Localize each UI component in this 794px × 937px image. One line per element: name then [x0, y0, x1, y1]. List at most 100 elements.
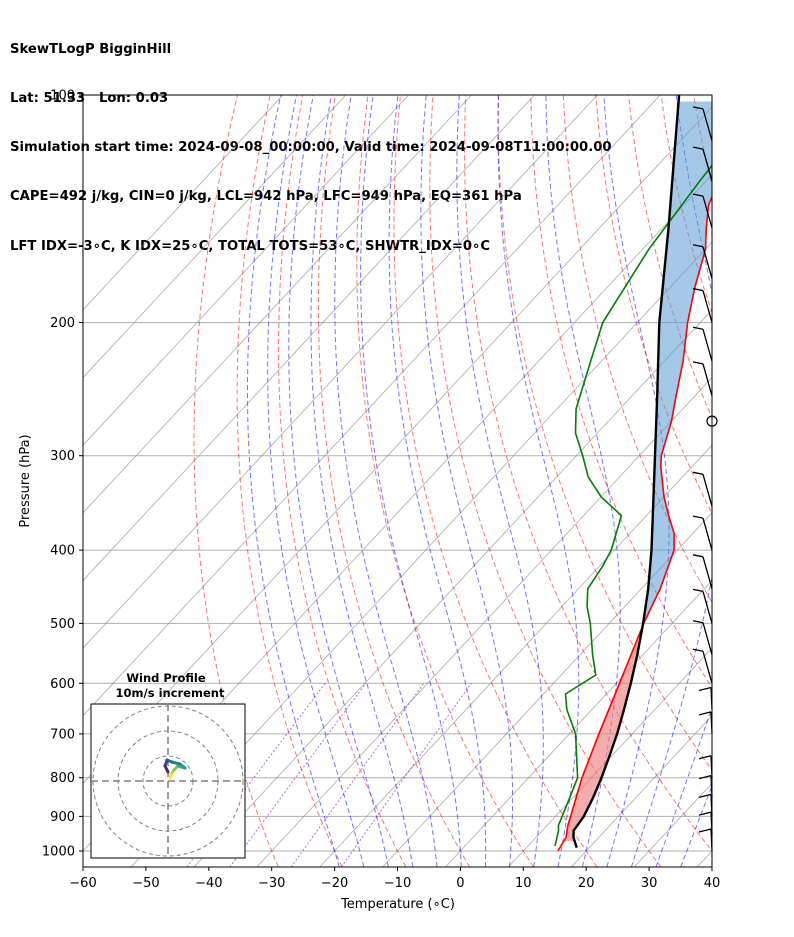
- y-axis-ticks: 1000 900 800 700 600 500 400 300 200 100: [42, 89, 83, 859]
- y-tick-label: 700: [50, 727, 75, 742]
- dry-adiabat: [193, 95, 279, 867]
- parcel-area: [563, 627, 643, 841]
- barb-flag: [692, 471, 704, 475]
- y-tick-label: 200: [50, 316, 75, 331]
- barb-flag: [698, 811, 712, 816]
- background-lines: [83, 95, 794, 867]
- y-tick-label: 400: [50, 544, 75, 559]
- moist-adiabat: [456, 95, 544, 867]
- barb-flag: [692, 287, 704, 292]
- header-times: Simulation start time: 2024-09-08_00:00:…: [10, 140, 612, 156]
- barb-flag: [692, 146, 704, 150]
- isotherm: [193, 309, 712, 867]
- barb-shaft: [702, 329, 713, 362]
- inset-subtitle: 10m/s increment: [116, 686, 225, 700]
- moist-adiabat: [247, 95, 340, 867]
- mixing-ratio-line: [186, 682, 326, 867]
- isotherm: [130, 241, 712, 867]
- moist-adiabat: [360, 95, 462, 867]
- barb-shaft: [702, 651, 713, 684]
- wind-barb: [692, 106, 713, 142]
- moist-adiabat: [310, 95, 414, 867]
- mixing-ratio-line: [229, 683, 367, 867]
- dry-adiabat: [393, 95, 598, 867]
- moist-adiabat: [497, 95, 580, 867]
- barb-shaft: [702, 148, 713, 182]
- barb-flag: [698, 686, 712, 692]
- barb-shaft: [702, 556, 713, 589]
- isotherm: [508, 647, 712, 867]
- moist-adiabat: [420, 95, 514, 867]
- isotherm: [319, 444, 712, 867]
- header-station: SkewTLogP BigginHill: [10, 41, 172, 57]
- barb-flag: [692, 106, 704, 110]
- isotherm: [760, 95, 794, 867]
- cape-area: [642, 101, 712, 625]
- dry-adiabat: [236, 95, 343, 867]
- hodograph-segment: [163, 764, 170, 774]
- wind-barb: [692, 515, 713, 551]
- x-tick-label: 20: [578, 876, 595, 891]
- dry-adiabat: [530, 95, 712, 689]
- wind-barb: [692, 471, 713, 507]
- dry-adiabat: [726, 95, 794, 867]
- y-tick-label: 1000: [42, 844, 75, 859]
- barb-shaft: [702, 108, 713, 142]
- x-tick-label: −10: [384, 876, 411, 891]
- barb-flag: [698, 793, 712, 799]
- barb-flag: [692, 244, 704, 248]
- profile-lines: [554, 95, 712, 852]
- x-axis-label: Temperature (∘C): [340, 897, 455, 912]
- x-tick-label: −30: [258, 876, 285, 891]
- mixing-ratio-line: [340, 683, 472, 867]
- isotherm: [83, 95, 535, 582]
- wind-barb: [692, 588, 713, 624]
- barb-shaft: [702, 363, 713, 397]
- barb-shaft: [702, 622, 713, 655]
- isotherm: [83, 95, 472, 514]
- wind-barb: [698, 755, 713, 778]
- isotherm: [382, 512, 712, 867]
- y-tick-label: 100: [50, 89, 75, 104]
- dry-adiabat: [497, 95, 712, 771]
- wind-barb: [692, 326, 713, 362]
- wind-barb: [692, 648, 713, 684]
- barb-flag: [692, 588, 704, 593]
- x-tick-label: 40: [704, 876, 721, 891]
- moist-adiabat: [288, 95, 389, 867]
- mixing-ratio-line: [290, 683, 425, 867]
- moist-adiabat: [630, 95, 712, 867]
- barb-flag: [698, 774, 712, 780]
- y-tick-label: 600: [50, 677, 75, 692]
- x-tick-label: 10: [515, 876, 532, 891]
- wind-barb: [698, 686, 713, 710]
- parcel-line: [572, 95, 681, 849]
- dry-adiabat: [317, 95, 471, 867]
- barb-shaft: [702, 246, 713, 279]
- moist-adiabat: [655, 705, 712, 867]
- wind-barb: [692, 146, 713, 182]
- cape-cin-fills: [563, 101, 712, 841]
- dry-adiabat: [278, 95, 407, 867]
- dry-adiabat: [463, 95, 712, 852]
- isotherm: [445, 579, 712, 867]
- y-tick-label: 500: [50, 617, 75, 632]
- barb-flag: [692, 193, 704, 197]
- barb-flag: [692, 326, 704, 330]
- wind-barb: [692, 287, 713, 323]
- x-tick-label: −40: [195, 876, 222, 891]
- barb-flag: [692, 620, 704, 624]
- moist-adiabat: [545, 95, 621, 867]
- wind-barb: [692, 554, 713, 589]
- y-tick-label: 900: [50, 810, 75, 825]
- x-axis-ticks: −60 −50 −40 −30 −20 −10 0 10 20 30 40: [69, 867, 720, 891]
- barb-shaft: [702, 195, 713, 229]
- barb-flag: [692, 554, 704, 558]
- wind-barb: [692, 193, 713, 229]
- barb-shaft: [702, 591, 713, 624]
- barb-shaft: [702, 290, 713, 323]
- barb-shaft: [702, 517, 713, 551]
- temperature-line: [557, 194, 712, 852]
- dewpoint-line: [554, 164, 712, 847]
